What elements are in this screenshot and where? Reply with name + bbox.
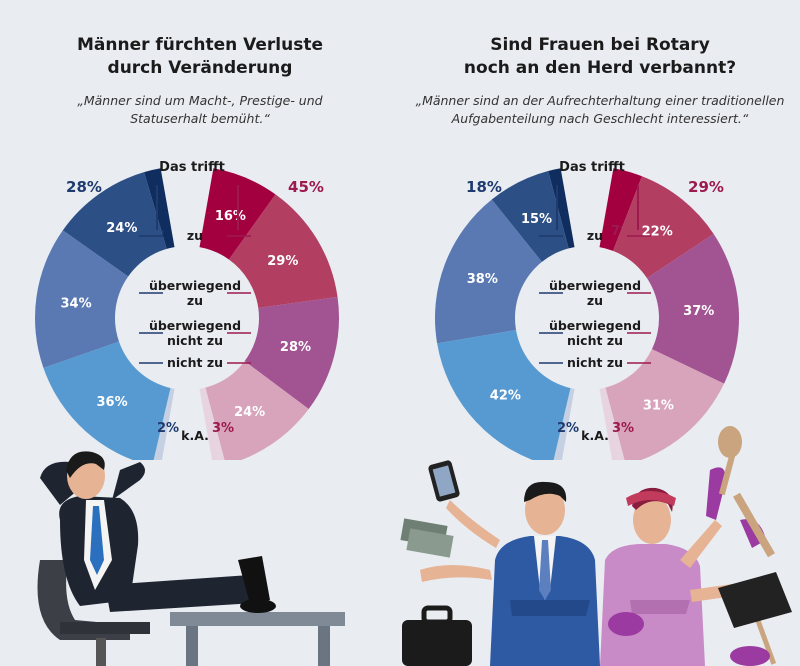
relaxing-businessman-icon	[37, 451, 345, 666]
value-label-women-4: 3%	[612, 421, 634, 436]
slice-women-4	[199, 387, 225, 460]
category-label-ueberwiegend-nicht-zu-line: nicht zu	[567, 333, 623, 348]
right-quote: „Männer sind an der Aufrechterhaltung ei…	[400, 92, 800, 128]
slice-men-0	[548, 168, 575, 249]
left-title-line-1: Männer fürchten Verluste	[76, 35, 323, 55]
category-label-ueberwiegend-nicht-zu: überwiegend nicht zu	[149, 318, 241, 348]
value-label-women-1: 29%	[267, 254, 298, 269]
value-label-men-1: 24%	[106, 221, 137, 236]
slice-men-2	[35, 230, 129, 368]
category-label-nicht-zu-line: nicht zu	[167, 355, 223, 370]
value-label-men-3: 42%	[490, 389, 521, 404]
right-quote-line-1: „Männer sind an der Aufrechterhaltung ei…	[415, 93, 785, 108]
category-label-ka: k.A.	[581, 428, 609, 443]
slice-men-3	[43, 341, 171, 460]
category-label-ka-line: k.A.	[581, 428, 609, 443]
slice-women-1	[228, 194, 338, 308]
category-label-nicht-zu-line: nicht zu	[567, 355, 623, 370]
slice-women-2	[646, 233, 739, 384]
category-label-ueberwiegend-zu-line: zu	[187, 293, 203, 308]
slice-women-2	[244, 296, 340, 410]
left-quote: „Männer sind um Macht-, Prestige- und St…	[10, 92, 390, 128]
right-title-line-2: noch an den Herd verbannt?	[463, 58, 737, 78]
value-label-women-3: 31%	[643, 398, 674, 413]
category-label-ueberwiegend-nicht-zu: überwiegend nicht zu	[549, 318, 641, 348]
value-label-women-2: 28%	[280, 340, 311, 355]
slice-men-4	[153, 388, 175, 460]
total-men: 18%	[466, 178, 502, 196]
value-label-women-4: 3%	[212, 421, 234, 436]
multitasking-couple-icon	[400, 426, 792, 666]
slice-women-3	[205, 361, 309, 460]
left-donut-chart: 16%29%28%24%3%4%24%34%36%2%28%45%Das tri…	[35, 160, 340, 460]
slice-men-1	[62, 172, 167, 277]
category-label-zu-line: zu	[187, 228, 203, 243]
value-label-men-1: 15%	[521, 212, 552, 227]
category-label-zu: zu	[587, 228, 603, 243]
category-label-ueberwiegend-nicht-zu-line: überwiegend	[149, 318, 241, 333]
slice-women-4	[599, 387, 625, 460]
category-label-ka-line: k.A.	[181, 428, 209, 443]
chart-header: Das trifft	[559, 160, 625, 175]
category-label-nicht-zu: nicht zu	[567, 355, 623, 370]
left-title: Männer fürchten Verluste durch Veränderu…	[0, 34, 400, 80]
left-quote-line-1: „Männer sind um Macht-, Prestige- und	[77, 93, 323, 108]
category-label-ueberwiegend-zu-line: zu	[587, 293, 603, 308]
slice-women-3	[605, 349, 725, 460]
slice-men-0	[144, 168, 175, 249]
category-label-nicht-zu: nicht zu	[167, 355, 223, 370]
category-label-zu: zu	[187, 228, 203, 243]
right-donut-chart: 7%22%37%31%3%3%15%38%42%2%18%29%Das trif…	[435, 160, 739, 460]
total-women: 29%	[688, 178, 724, 196]
value-label-women-3: 24%	[234, 405, 265, 420]
left-quote-line-2: Statuserhalt bemüht.“	[130, 111, 270, 126]
right-panel: Sind Frauen bei Rotary noch an den Herd …	[400, 0, 800, 666]
slice-men-1	[491, 171, 569, 262]
value-label-women-2: 37%	[683, 304, 714, 319]
value-label-men-2: 34%	[61, 296, 92, 311]
right-quote-line-2: Aufgabenteilung nach Geschlecht interess…	[451, 111, 749, 126]
slice-women-0	[599, 168, 642, 251]
total-women: 45%	[288, 178, 324, 196]
slice-men-2	[435, 199, 542, 344]
left-panel: Männer fürchten Verluste durch Veränderu…	[0, 34, 400, 460]
value-label-men-4: 2%	[157, 421, 179, 436]
category-label-ueberwiegend-nicht-zu-line: nicht zu	[167, 333, 223, 348]
right-title-line-1: Sind Frauen bei Rotary	[490, 35, 710, 55]
value-label-men-4: 2%	[557, 421, 579, 436]
category-label-ueberwiegend-nicht-zu-line: überwiegend	[549, 318, 641, 333]
slice-men-3	[437, 330, 571, 460]
total-men: 28%	[66, 178, 102, 196]
value-label-men-3: 36%	[96, 395, 127, 410]
right-title: Sind Frauen bei Rotary noch an den Herd …	[400, 34, 800, 80]
value-label-men-2: 38%	[467, 272, 498, 287]
left-title-line-2: durch Veränderung	[107, 58, 293, 78]
category-label-ueberwiegend-zu: überwiegend zu	[149, 278, 241, 308]
category-label-ueberwiegend-zu-line: überwiegend	[549, 278, 641, 293]
category-label-ueberwiegend-zu-line: überwiegend	[149, 278, 241, 293]
chart-header: Das trifft	[159, 160, 225, 175]
slice-men-4	[553, 388, 575, 460]
category-label-zu-line: zu	[587, 228, 603, 243]
category-label-ueberwiegend-zu: überwiegend zu	[549, 278, 641, 308]
category-label-ka: k.A.	[181, 428, 209, 443]
